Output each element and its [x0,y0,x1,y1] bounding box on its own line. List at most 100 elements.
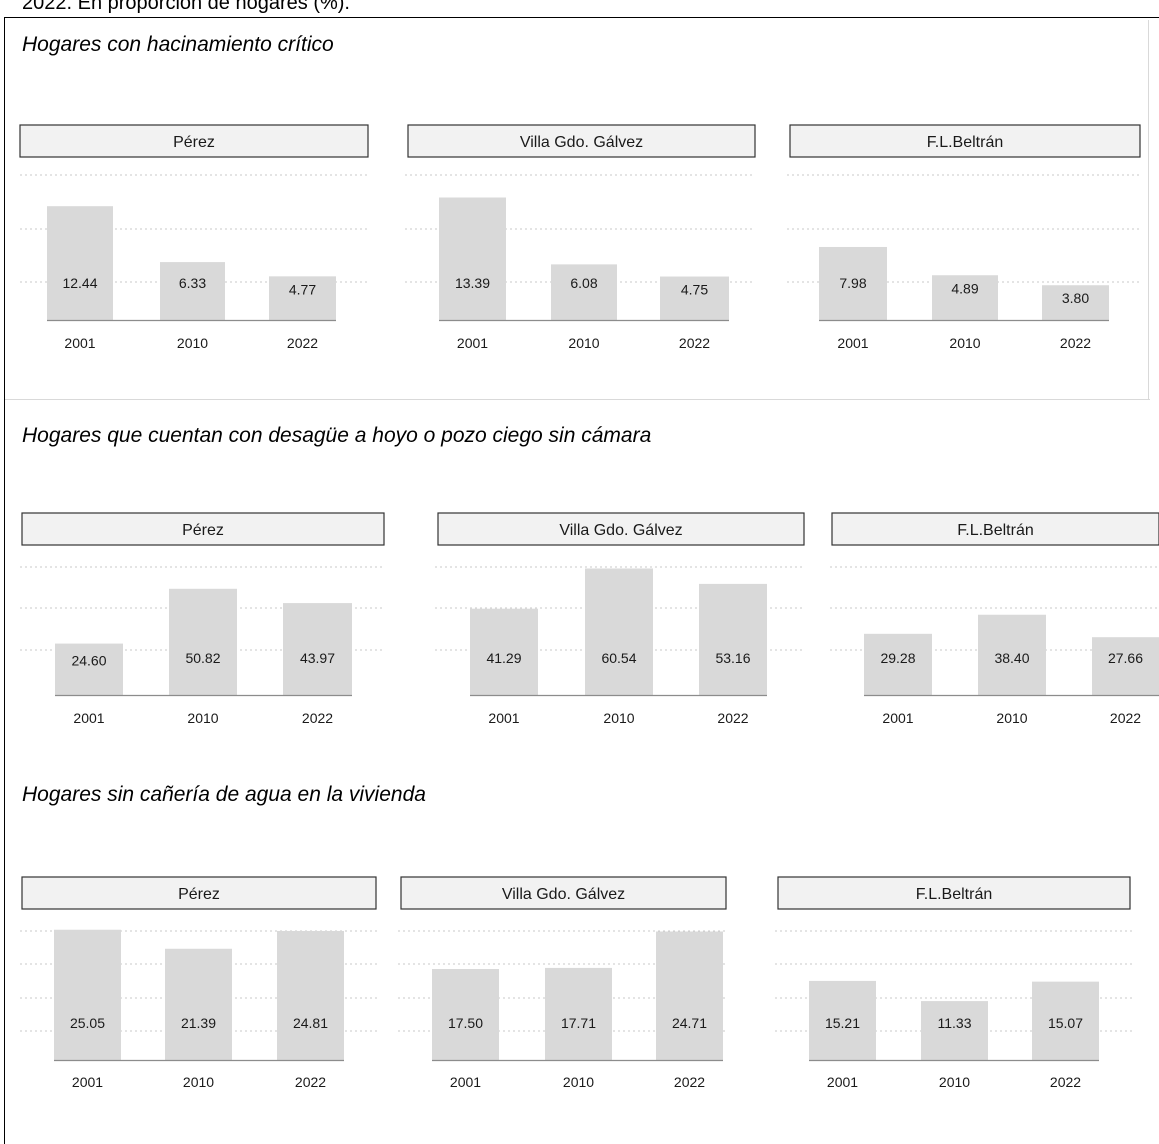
bar [585,568,653,695]
panel-strip-label: Pérez [178,886,220,903]
x-tick-label: 2022 [674,1074,705,1090]
bar-value-label: 43.97 [300,650,335,666]
bar [932,275,998,320]
section-title-hacinamiento: Hogares con hacinamiento crítico [22,33,334,56]
bar [160,262,225,320]
bar-value-label: 4.75 [681,282,708,298]
x-tick-label: 2001 [882,710,913,726]
bar-value-label: 38.40 [994,650,1029,666]
bar-value-label: 6.08 [570,275,597,291]
panel-2-2: Villa Gdo. Gálvez 41.29 2001 60.54 2010 53.16… [435,512,805,726]
panel-strip-label: Villa Gdo. Gálvez [559,522,682,539]
panel-2-1: Pérez 24.60 2001 50.82 2010 43.97 2022 [20,512,385,726]
bar [551,264,617,320]
bar [169,588,237,695]
bar-value-label: 17.71 [561,1015,596,1031]
x-tick-label: 2022 [295,1074,326,1090]
panel-strip [407,124,756,158]
bar [864,633,932,695]
bar [165,948,232,1060]
panel-strip [777,876,1131,910]
bar-value-label: 12.44 [62,275,97,291]
x-tick-label: 2010 [187,710,218,726]
bar-value-label: 15.21 [825,1015,860,1031]
x-tick-label: 2001 [488,710,519,726]
panel-3-3: F.L.Beltrán 15.21 2001 11.33 2010 15.07 2022 [775,876,1135,1090]
bar-value-label: 3.80 [1062,290,1089,306]
bar [809,980,876,1060]
panel-strip [21,876,377,910]
x-tick-label: 2001 [73,710,104,726]
bar-value-label: 24.60 [71,653,106,669]
x-tick-label: 2010 [949,335,980,351]
x-tick-label: 2001 [457,335,488,351]
bar-value-label: 53.16 [715,650,750,666]
panel-2-3: F.L.Beltrán 29.28 2001 38.40 2010 27.66 2022 [830,512,1159,726]
x-tick-label: 2022 [302,710,333,726]
panel-strip [19,124,369,158]
bar-value-label: 21.39 [181,1015,216,1031]
x-tick-label: 2001 [837,335,868,351]
bar [978,614,1046,695]
x-tick-label: 2022 [679,335,710,351]
panel-strip [831,512,1159,546]
panel-strip [21,512,385,546]
panel-3-2: Villa Gdo. Gálvez 17.50 2001 17.71 2010 24.71… [398,876,728,1090]
panel-strip-label: F.L.Beltrán [927,134,1003,151]
bar [470,608,538,695]
bar-value-label: 15.07 [1048,1015,1083,1031]
x-tick-label: 2022 [717,710,748,726]
figure-frame [4,17,1159,1144]
x-tick-label: 2022 [1060,335,1091,351]
bar-value-label: 11.33 [938,1015,972,1031]
panel-strip-label: Pérez [173,134,215,151]
bar [283,603,352,695]
panel-strip [789,124,1141,158]
panel-3-1: Pérez 25.05 2001 21.39 2010 24.81 2022 [20,876,378,1090]
bar [269,276,336,320]
panel-1-1: Pérez 12.44 2001 6.33 2010 4.77 2022 [19,124,369,351]
bar [439,197,506,320]
x-tick-label: 2010 [996,710,1027,726]
panel-strip [400,876,727,910]
x-tick-label: 2010 [177,335,208,351]
x-tick-label: 2022 [1050,1074,1081,1090]
section-title-caneria: Hogares sin cañería de agua en la vivien… [22,783,426,806]
chart-section-2: Pérez 24.60 2001 50.82 2010 43.97 2022 Villa Gd… [20,512,1159,726]
panel-strip-label: Villa Gdo. Gálvez [502,886,625,903]
figure-caption-fragment: 2022. En proporción de hogares (%). [22,0,350,14]
bar-value-label: 25.05 [70,1015,105,1031]
panel-strip-label: Pérez [182,522,224,539]
bar-value-label: 60.54 [601,650,636,666]
bar-value-label: 6.33 [179,275,206,291]
bar [1092,637,1159,695]
bar [660,276,729,320]
x-tick-label: 2010 [939,1074,970,1090]
x-tick-label: 2010 [568,335,599,351]
bar [277,930,344,1060]
bar [54,929,121,1060]
bar [545,967,612,1060]
bar-value-label: 17.50 [448,1015,483,1031]
bar-value-label: 29.28 [880,650,915,666]
bar [55,643,123,695]
bar [47,206,113,320]
bar [656,931,723,1060]
bar-value-label: 41.29 [486,650,521,666]
x-tick-label: 2001 [72,1074,103,1090]
bar-value-label: 50.82 [185,650,220,666]
panel-strip-label: Villa Gdo. Gálvez [520,134,643,151]
bar-value-label: 24.71 [672,1015,707,1031]
section-title-desague: Hogares que cuentan con desagüe a hoyo o… [22,424,652,447]
x-tick-label: 2001 [450,1074,481,1090]
panel-1-3: F.L.Beltrán 7.98 2001 4.89 2010 3.80 2022 [787,124,1142,351]
bar [1042,285,1109,320]
bar-value-label: 4.89 [951,280,978,296]
bar [699,583,767,695]
x-tick-label: 2010 [563,1074,594,1090]
panel-strip-label: F.L.Beltrán [916,886,992,903]
section-separator-right [1148,20,1149,400]
x-tick-label: 2010 [183,1074,214,1090]
